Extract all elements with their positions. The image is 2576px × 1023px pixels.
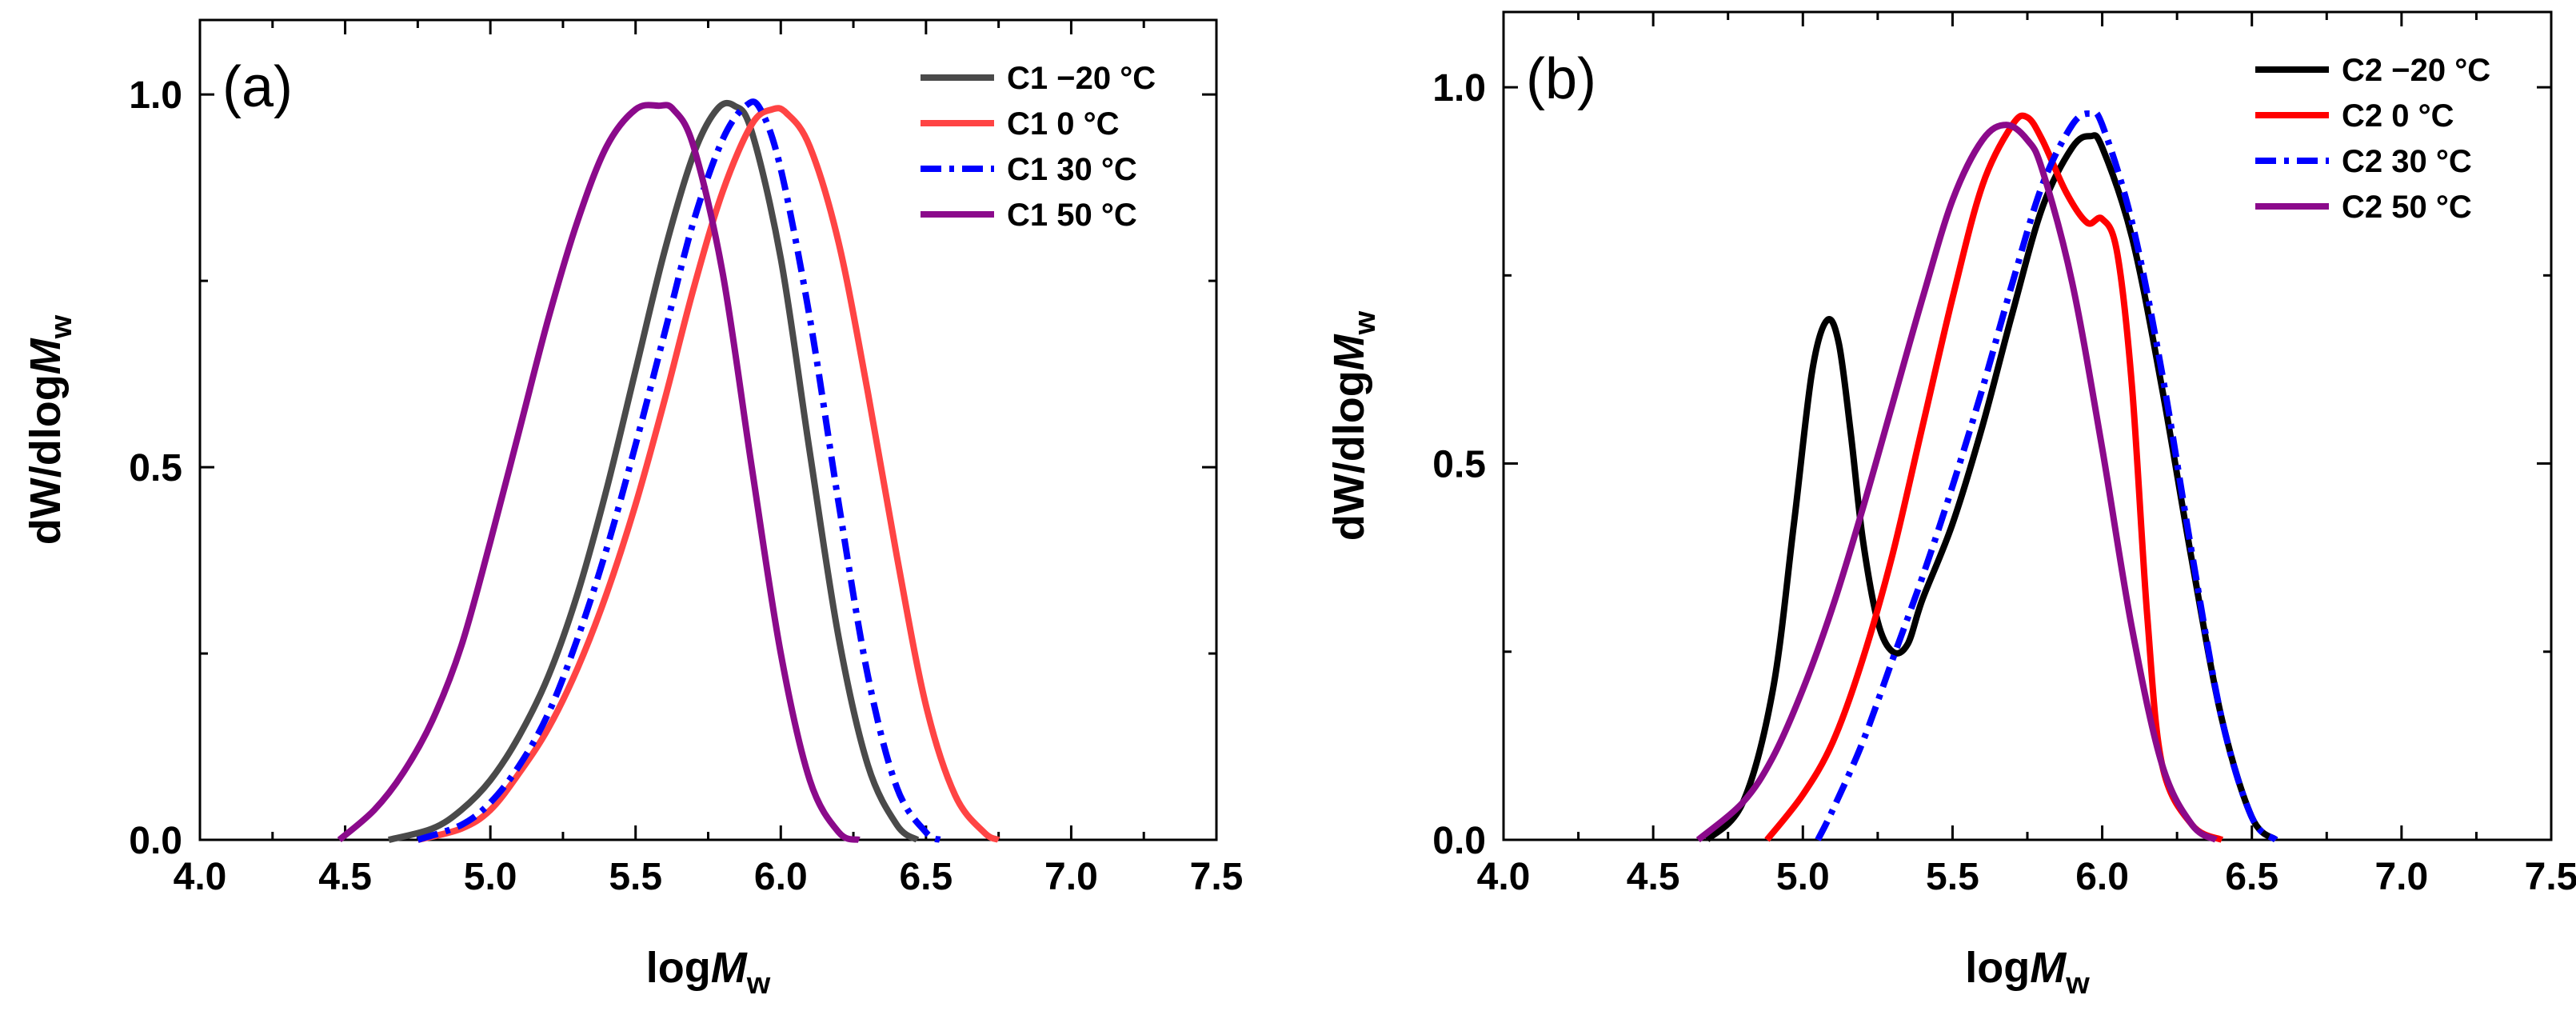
y-tick-label: 0.0 [129,820,182,862]
legend-label: C2 0 °C [2342,98,2454,134]
legend-label: C2 50 °C [2342,190,2472,225]
series-line [337,102,861,843]
panel-label: (a) [222,55,293,119]
x-tick-label: 7.5 [2525,856,2576,898]
x-axis-title: logMw [646,944,771,1001]
y-tick-label: 1.0 [1432,67,1486,110]
y-axis-title: dW/dlogMw [1325,310,1382,541]
legend-label: C1 30 °C [1007,152,1137,187]
legend-label: C1 −20 °C [1007,61,1156,96]
series-line [1704,132,2278,843]
x-tick-label: 5.5 [1926,856,1979,898]
y-tick-label: 1.0 [129,74,182,117]
legend-label: C2 30 °C [2342,144,2472,179]
x-tick-label: 4.0 [174,856,227,898]
x-tick-label: 6.5 [899,856,953,898]
y-tick-label: 0.5 [129,447,182,490]
x-tick-label: 4.0 [1477,856,1531,898]
series-line [1695,122,2218,843]
x-axis-title: logMw [1965,944,2090,1001]
series-line [417,98,942,843]
series-line [1815,109,2278,843]
x-tick-label: 5.0 [464,856,517,898]
x-tick-label: 6.0 [2075,856,2129,898]
x-tick-label: 6.5 [2225,856,2278,898]
panel-a: 4.0 4.5 5.0 5.5 6.0 6.5 7.0 7.5 0.0 0.5 1.0 logMw dW… [22,18,1244,1001]
legend-label: C2 −20 °C [2342,53,2490,88]
x-tick-label: 5.5 [609,856,662,898]
x-tick-label: 5.0 [1776,856,1830,898]
x-tick-label: 4.5 [318,856,372,898]
y-tick-label: 0.5 [1432,444,1486,486]
series-line [417,105,1000,843]
series-line [1764,112,2224,843]
y-axis-title: dW/dlogMw [22,314,78,545]
panel-label: (b) [1526,47,1596,111]
x-tick-label: 7.0 [2374,856,2428,898]
plot-frame [198,18,1218,841]
legend-label: C1 0 °C [1007,106,1120,142]
panel-b: 4.0 4.5 5.0 5.5 6.0 6.5 7.0 7.5 0.0 0.5 1.0 logMw dW… [1325,10,2576,1001]
legend-label: C1 50 °C [1007,198,1137,233]
y-tick-label: 0.0 [1432,820,1486,862]
x-tick-label: 7.5 [1190,856,1244,898]
x-tick-label: 4.5 [1627,856,1680,898]
x-tick-label: 6.0 [754,856,808,898]
series-line [388,99,920,843]
x-tick-label: 7.0 [1044,856,1098,898]
